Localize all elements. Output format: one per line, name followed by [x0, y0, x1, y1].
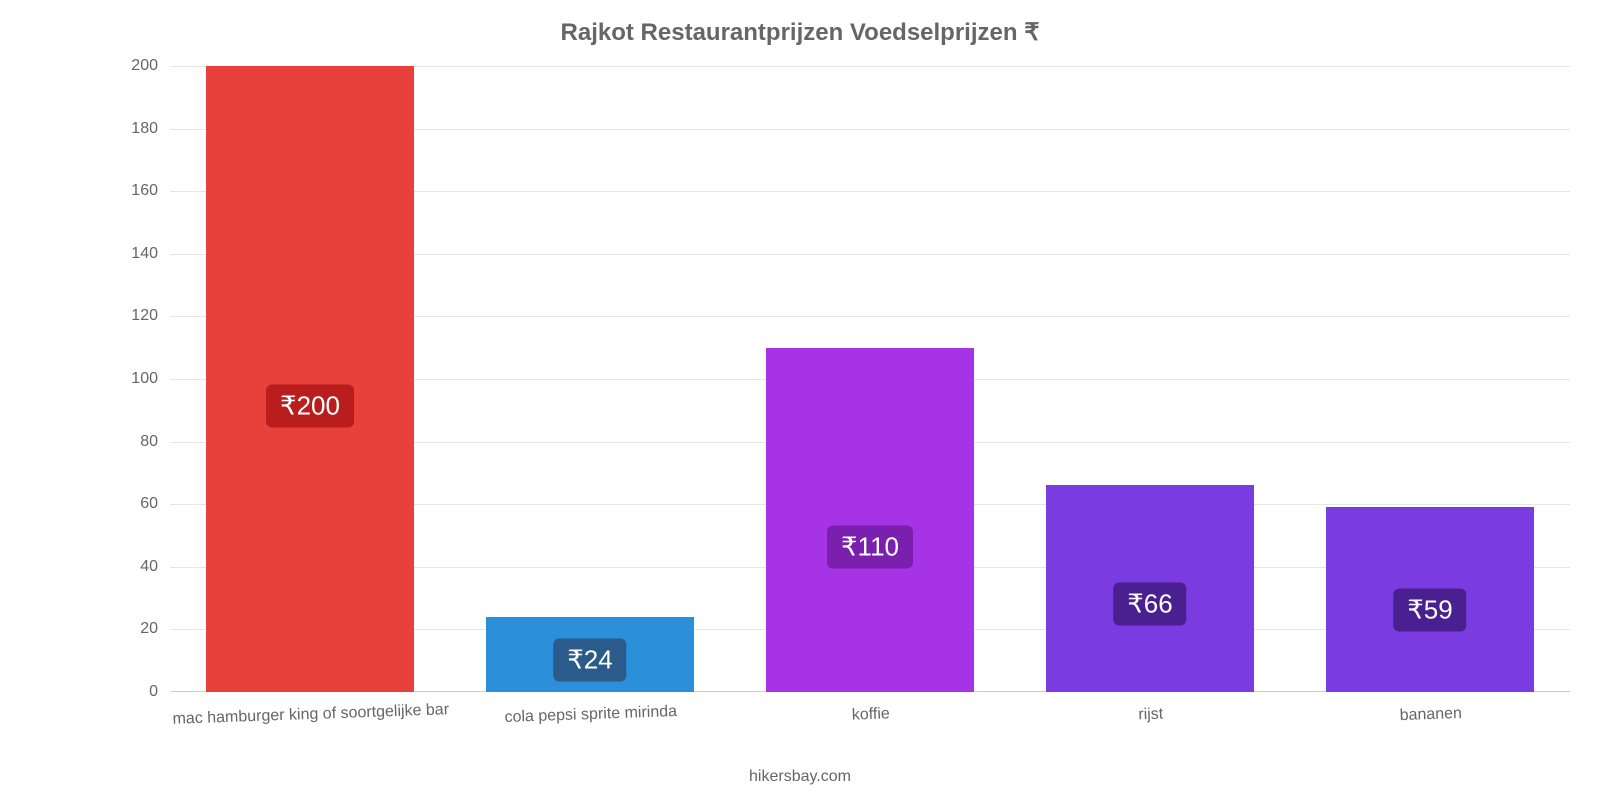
attribution-text: hikersbay.com — [0, 768, 1600, 786]
price-bar-chart: Rajkot Restaurantprijzen Voedselprijzen … — [0, 0, 1600, 800]
y-tick-label: 60 — [140, 495, 170, 513]
y-tick-label: 40 — [140, 558, 170, 576]
value-badge: ₹110 — [827, 526, 913, 569]
y-tick-label: 200 — [131, 57, 170, 75]
y-tick-label: 180 — [131, 120, 170, 138]
y-tick-label: 140 — [131, 245, 170, 263]
bar — [766, 348, 973, 692]
x-tick-label: bananen — [1399, 691, 1462, 725]
chart-title: Rajkot Restaurantprijzen Voedselprijzen … — [0, 18, 1600, 47]
x-tick-label: koffie — [851, 691, 890, 724]
y-tick-label: 160 — [131, 182, 170, 200]
bar — [206, 66, 413, 692]
y-tick-label: 20 — [140, 620, 170, 638]
y-tick-label: 80 — [140, 433, 170, 451]
y-tick-label: 120 — [131, 307, 170, 325]
value-badge: ₹66 — [1113, 582, 1186, 625]
x-tick-label: mac hamburger king of soortgelijke bar — [172, 687, 450, 729]
x-tick-label: rijst — [1138, 692, 1164, 725]
value-badge: ₹59 — [1393, 588, 1466, 631]
value-badge: ₹24 — [553, 638, 626, 681]
value-badge: ₹200 — [266, 385, 354, 428]
y-tick-label: 0 — [149, 683, 170, 701]
x-tick-label: cola pepsi sprite mirinda — [504, 689, 678, 727]
plot-area: 020406080100120140160180200₹200mac hambu… — [170, 66, 1570, 692]
y-tick-label: 100 — [131, 370, 170, 388]
